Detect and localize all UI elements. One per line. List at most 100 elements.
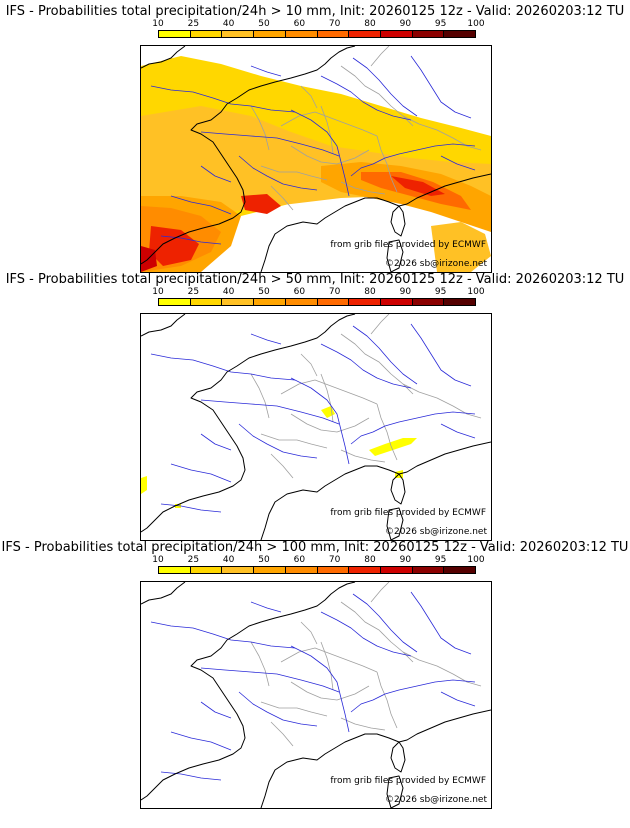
coastline xyxy=(141,582,356,801)
map-svg xyxy=(141,46,491,272)
river xyxy=(160,235,222,245)
admin-border xyxy=(370,314,390,335)
colorbar-segment xyxy=(254,567,286,573)
river xyxy=(200,399,340,425)
panel-10mm: IFS - Probabilities total precipitation/… xyxy=(0,4,630,273)
source-credit: from grib files provided by ECMWF xyxy=(330,776,486,786)
map-svg xyxy=(141,582,491,808)
colorbar-tick-label: 70 xyxy=(328,555,341,565)
colorbar-segment xyxy=(349,31,381,37)
river xyxy=(250,65,282,77)
colorbar-tick-label: 100 xyxy=(467,287,485,297)
colorbar-tick-label: 50 xyxy=(258,19,270,29)
colorbar-segment xyxy=(254,299,286,305)
coastline xyxy=(260,173,491,272)
river xyxy=(320,343,412,389)
panel-100mm: IFS - Probabilities total precipitation/… xyxy=(0,540,630,809)
source-credit: from grib files provided by ECMWF xyxy=(330,240,486,250)
panel-title: IFS - Probabilities total precipitation/… xyxy=(5,4,625,19)
admin-border xyxy=(320,641,334,691)
colorbar xyxy=(158,566,476,574)
colorbar-tick-label: 70 xyxy=(328,19,341,29)
admin-border xyxy=(376,135,398,193)
colorbar-tick-label: 10 xyxy=(152,287,164,297)
colorbar-segment xyxy=(349,567,381,573)
river xyxy=(170,731,232,751)
source-credit: from grib files provided by ECMWF xyxy=(330,508,486,518)
river xyxy=(250,333,282,345)
river xyxy=(352,57,418,117)
colorbar-tick-label: 50 xyxy=(258,287,270,297)
river xyxy=(290,645,350,733)
admin-border xyxy=(402,115,482,151)
colorbar-segment xyxy=(380,31,413,37)
river xyxy=(410,591,472,655)
precip-area xyxy=(141,246,157,272)
colorbar-tick-label: 95 xyxy=(434,555,447,565)
colorbar-segment xyxy=(159,31,191,37)
admin-border xyxy=(290,413,370,433)
admin-border xyxy=(300,353,318,377)
admin-border xyxy=(300,621,318,645)
colorbar-segment xyxy=(412,567,445,573)
river xyxy=(238,691,318,727)
colorbar-tick-label: 100 xyxy=(467,19,485,29)
river xyxy=(350,679,476,713)
colorbar-segment xyxy=(444,567,476,573)
colorbar-segment xyxy=(190,299,223,305)
river xyxy=(410,323,472,387)
precip-area xyxy=(431,222,491,272)
island-corsica xyxy=(390,473,406,505)
river xyxy=(238,423,318,459)
island-corsica xyxy=(390,205,406,237)
river xyxy=(290,377,350,465)
colorbar-segment xyxy=(190,31,223,37)
colorbar-segment xyxy=(254,31,286,37)
coastline xyxy=(141,314,186,337)
coastline xyxy=(260,709,491,808)
colorbar-segment xyxy=(285,299,318,305)
colorbar-labels: 10 25 40 50 60 70 80 90 95 100 xyxy=(152,555,484,565)
colorbar-tick-label: 90 xyxy=(399,555,412,565)
colorbar-segment xyxy=(380,299,413,305)
admin-border xyxy=(320,105,334,155)
colorbar-tick-label: 25 xyxy=(187,287,200,297)
colorbar-tick-label: 60 xyxy=(293,555,306,565)
colorbar-segment xyxy=(285,31,318,37)
colorbar-segment xyxy=(412,299,445,305)
island-corsica xyxy=(390,741,406,773)
precip-area xyxy=(391,176,445,196)
river xyxy=(440,155,476,171)
colorbar-tick-label: 40 xyxy=(222,19,235,29)
colorbar-tick-label: 90 xyxy=(399,287,412,297)
precip-area xyxy=(369,438,417,456)
precip-area xyxy=(241,194,281,214)
coastline xyxy=(260,441,491,540)
colorbar-segment xyxy=(317,31,350,37)
river xyxy=(160,771,222,781)
colorbar-segment xyxy=(444,31,476,37)
admin-border xyxy=(402,651,482,687)
admin-border xyxy=(270,721,294,747)
colorbar-segment xyxy=(412,31,445,37)
admin-border xyxy=(260,701,328,717)
colorbar-segment xyxy=(444,299,476,305)
map-svg xyxy=(141,314,491,540)
river xyxy=(440,423,476,439)
colorbar xyxy=(158,30,476,38)
colorbar-tick-label: 90 xyxy=(399,19,412,29)
admin-border xyxy=(376,403,398,461)
river xyxy=(150,621,296,649)
colorbar-tick-label: 95 xyxy=(434,19,447,29)
colorbar-tick-label: 70 xyxy=(328,287,341,297)
island-sardinia xyxy=(386,507,404,540)
probability-map: from grib files provided by ECMWF ©2026 … xyxy=(140,313,492,541)
river xyxy=(200,131,340,157)
colorbar-tick-label: 10 xyxy=(152,19,164,29)
river xyxy=(350,143,476,177)
colorbar-tick-label: 25 xyxy=(187,19,200,29)
admin-border xyxy=(340,717,386,731)
admin-border xyxy=(270,185,294,211)
river xyxy=(352,325,418,385)
coastline xyxy=(141,46,186,69)
